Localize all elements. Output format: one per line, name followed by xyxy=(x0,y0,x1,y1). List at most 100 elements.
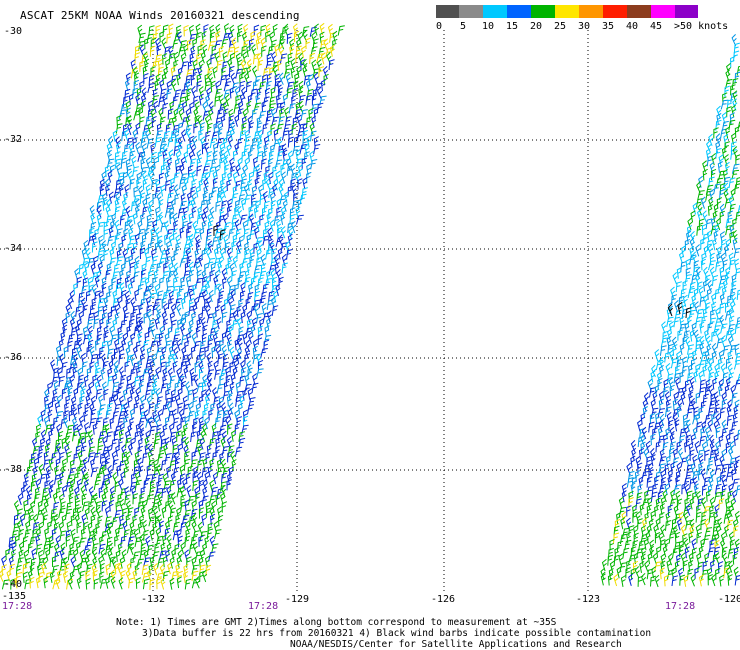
wind-barb xyxy=(204,80,212,92)
wind-barb xyxy=(713,546,721,558)
wind-barb xyxy=(82,304,88,316)
wind-barb xyxy=(647,378,653,392)
wind-barb xyxy=(206,443,212,456)
wind-barb xyxy=(165,388,171,401)
wind-barb xyxy=(219,207,225,219)
wind-barb xyxy=(183,423,189,436)
wind-barb xyxy=(153,100,159,114)
wind-barb xyxy=(173,417,180,429)
wind-barb xyxy=(734,399,740,412)
wind-barb xyxy=(139,247,146,260)
wind-barb xyxy=(184,310,190,323)
wind-barb xyxy=(174,193,180,205)
wind-barb xyxy=(137,24,143,37)
wind-barb xyxy=(88,437,94,450)
wind-barb xyxy=(212,66,218,79)
wind-barb xyxy=(185,80,191,93)
wind-barb xyxy=(196,471,202,485)
wind-barb xyxy=(93,318,100,330)
wind-barb xyxy=(107,375,114,387)
wind-barb xyxy=(32,528,38,540)
wind-barb xyxy=(197,444,203,457)
wind-barb xyxy=(207,360,213,373)
wind-barb xyxy=(139,44,145,57)
wind-barb xyxy=(35,431,41,443)
wind-barb xyxy=(231,270,237,282)
wind-barb xyxy=(276,58,283,71)
wind-barb xyxy=(195,277,203,288)
wind-barb xyxy=(287,150,293,163)
wind-barb xyxy=(124,276,131,288)
wind-barb xyxy=(65,311,71,324)
wind-barb xyxy=(664,406,672,418)
wind-barb xyxy=(204,282,210,295)
wind-barb xyxy=(671,575,679,587)
wind-barb xyxy=(161,297,167,309)
wind-barb xyxy=(244,194,252,205)
wind-barb xyxy=(66,474,75,485)
wind-barb xyxy=(192,59,198,72)
wind-barb xyxy=(187,325,193,338)
wind-barb xyxy=(285,60,291,73)
wind-barb xyxy=(150,324,156,337)
wind-barb xyxy=(161,487,168,499)
wind-barb xyxy=(67,334,75,345)
wind-barb xyxy=(211,186,218,197)
wind-barb xyxy=(53,380,59,393)
wind-barb xyxy=(32,445,40,456)
wind-barb xyxy=(118,109,127,120)
wind-barb xyxy=(733,50,740,62)
wind-barb xyxy=(94,290,101,302)
wind-barb xyxy=(101,240,107,253)
wind-barb xyxy=(726,63,732,76)
wind-barb xyxy=(213,340,222,351)
wind-barb xyxy=(235,228,242,240)
wind-barb xyxy=(169,431,177,443)
wind-barb xyxy=(685,336,691,349)
wind-barb xyxy=(141,499,147,512)
wind-barb xyxy=(155,366,161,379)
wind-barb xyxy=(143,339,150,351)
wind-barb xyxy=(193,95,199,108)
wind-barb xyxy=(249,255,255,267)
wind-barb xyxy=(616,512,622,524)
wind-barb xyxy=(117,417,125,428)
wind-barb xyxy=(168,52,175,64)
wind-barb xyxy=(311,59,317,72)
wind-barb xyxy=(266,73,273,85)
wind-barb xyxy=(253,102,262,113)
wind-barb xyxy=(183,444,189,457)
wind-barb xyxy=(607,573,614,586)
wind-barb xyxy=(98,235,104,248)
wind-barb xyxy=(151,95,159,106)
wind-barb xyxy=(177,570,183,583)
wind-barb xyxy=(122,171,129,184)
wind-barb xyxy=(130,311,136,323)
wind-barb xyxy=(119,514,125,527)
wind-barb xyxy=(719,574,725,587)
wind-barb xyxy=(43,576,49,589)
wind-barb xyxy=(718,154,724,167)
wind-barb xyxy=(169,460,177,471)
wind-barb xyxy=(148,486,156,498)
wind-barb xyxy=(72,536,80,547)
notes-line-3: NOAA/NESDIS/Center for Satellite Applica… xyxy=(290,639,622,650)
wind-barb xyxy=(171,285,180,296)
wind-barb xyxy=(209,31,216,44)
wind-barb xyxy=(183,177,189,190)
wind-barb xyxy=(718,384,724,397)
wind-barb xyxy=(621,490,627,503)
wind-barb xyxy=(137,331,143,344)
wind-barb xyxy=(103,388,109,401)
wind-barb xyxy=(301,26,310,37)
wind-barb xyxy=(159,277,165,289)
wind-barb xyxy=(44,395,50,407)
wind-barb xyxy=(118,478,124,491)
wind-barb xyxy=(139,423,145,436)
wind-barb xyxy=(131,156,137,169)
wind-barb xyxy=(270,257,278,268)
wind-barb xyxy=(724,161,730,174)
wind-barb xyxy=(209,269,215,282)
wind-barb xyxy=(164,340,172,351)
wind-barb xyxy=(662,545,668,558)
